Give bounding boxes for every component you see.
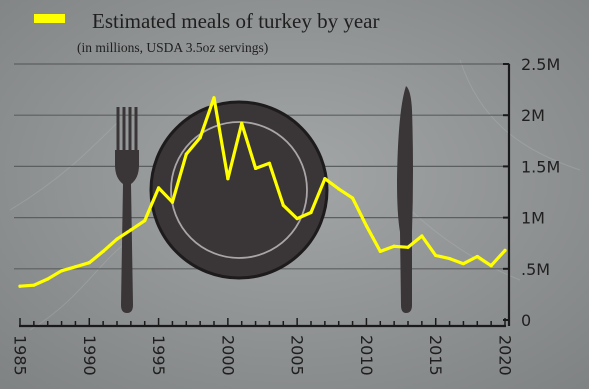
- data-point-1999: [212, 96, 216, 100]
- data-point-1986: [32, 283, 36, 287]
- y-tick-label-2: 1M: [521, 209, 545, 228]
- x-tick-label-3: 2000: [218, 335, 237, 376]
- y-tick-label-4: 2M: [521, 106, 545, 125]
- axes: 0 .5M 1M 1.5M 2M 2.5M 1985 1990 1995 2000 2005 2010…: [11, 55, 561, 376]
- data-point-1992: [115, 237, 119, 241]
- data-point-2007: [323, 177, 327, 181]
- data-point-1990: [87, 261, 91, 265]
- data-point-2013: [406, 245, 410, 249]
- data-point-1991: [101, 249, 105, 253]
- data-point-2005: [295, 217, 299, 221]
- data-point-1985: [18, 284, 22, 288]
- data-point-2019: [489, 264, 493, 268]
- x-tick-label-2: 1995: [149, 335, 168, 376]
- data-point-2014: [420, 234, 424, 238]
- y-tick-label-1: .5M: [521, 260, 550, 279]
- x-tick-label-4: 2005: [288, 335, 307, 376]
- data-point-2004: [281, 203, 285, 207]
- legend-label: Estimated meals of turkey by year: [92, 9, 380, 33]
- data-point-2012: [392, 244, 396, 248]
- data-point-2015: [434, 253, 438, 258]
- data-point-2017: [461, 262, 466, 266]
- data-point-1995: [156, 186, 161, 190]
- legend-swatch: [34, 14, 65, 23]
- series-layer: [18, 96, 507, 288]
- data-point-1998: [198, 136, 202, 140]
- data-point-2000: [226, 177, 230, 181]
- data-point-2003: [267, 161, 272, 165]
- y-tick-label-3: 1.5M: [521, 157, 560, 176]
- data-point-1996: [170, 200, 175, 204]
- data-point-1993: [129, 228, 133, 232]
- x-tick-label-1: 1990: [80, 335, 99, 376]
- data-point-2002: [253, 166, 258, 171]
- y-tick-label-0: 0: [521, 311, 531, 330]
- data-point-2018: [475, 254, 479, 259]
- legend: Estimated meals of turkey by year (in mi…: [34, 9, 380, 55]
- legend-sublabel: (in millions, USDA 3.5oz servings): [77, 40, 268, 55]
- data-point-2006: [309, 210, 313, 215]
- x-tick-label-0: 1985: [11, 335, 30, 376]
- data-point-1997: [184, 152, 188, 156]
- data-point-2009: [350, 196, 355, 200]
- x-tick-label-6: 2015: [426, 335, 445, 376]
- x-tick-label-5: 2010: [357, 335, 376, 376]
- knife-icon: [397, 86, 413, 313]
- data-point-2008: [337, 187, 341, 191]
- x-tick-label-7: 2020: [496, 335, 515, 376]
- data-point-1989: [73, 265, 78, 269]
- y-tick-label-5: 2.5M: [521, 55, 560, 74]
- data-point-1987: [46, 277, 50, 281]
- data-point-2016: [447, 256, 452, 261]
- series-line-0: [18, 96, 507, 288]
- data-point-1994: [143, 219, 147, 223]
- data-point-2001: [240, 121, 244, 125]
- data-point-2020: [503, 248, 507, 252]
- data-point-2010: [364, 224, 369, 228]
- data-point-1988: [59, 269, 64, 273]
- data-point-2011: [378, 249, 382, 253]
